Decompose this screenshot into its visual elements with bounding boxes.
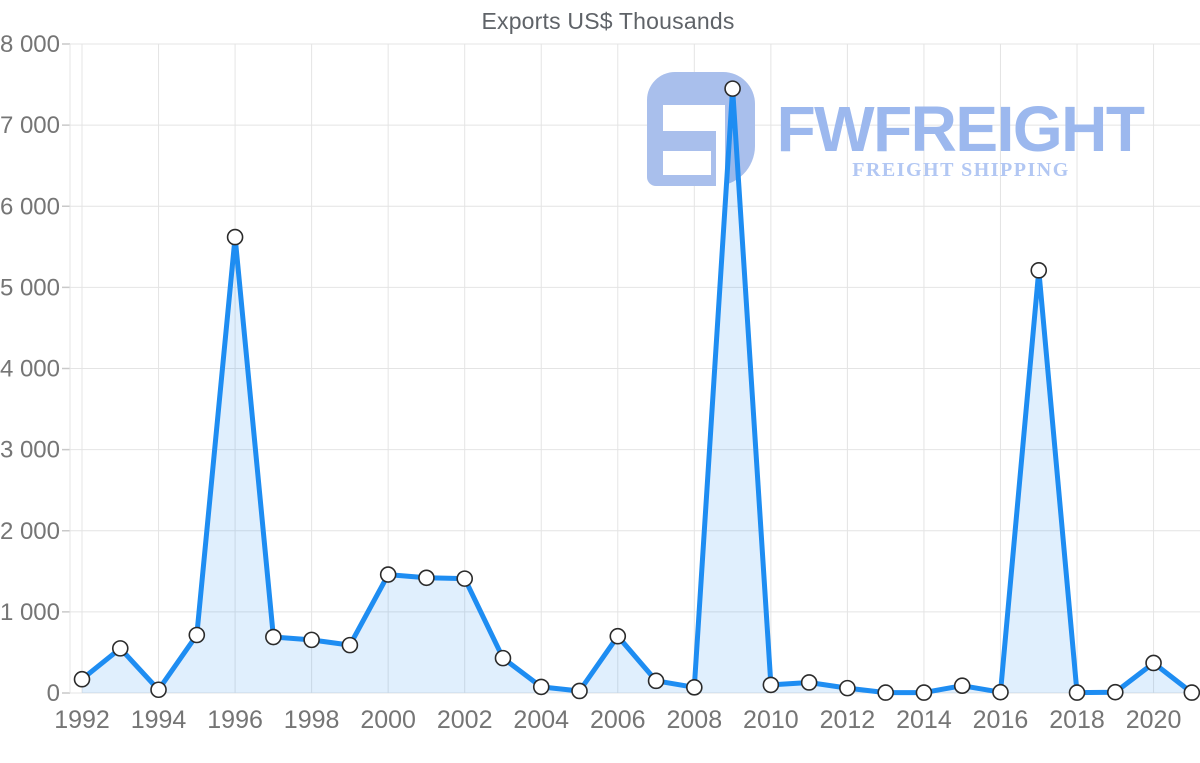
x-axis-label: 1992 [54,706,110,734]
x-axis-label: 1994 [131,706,187,734]
data-point-1996[interactable] [226,228,244,246]
data-point-2013[interactable] [877,684,894,701]
x-axis-label: 2008 [667,706,723,734]
data-point-1994[interactable] [150,681,167,699]
data-point-2018[interactable] [1068,684,1086,701]
data-point-1993[interactable] [111,640,129,657]
logo-cutout-gap [716,105,725,186]
page-title: Exports US$ Thousands [481,8,735,34]
x-axis-label: 1998 [284,706,340,734]
x-axis-label: 1996 [207,706,263,734]
logo-cutout-top [663,105,719,131]
data-point-1997[interactable] [265,628,282,646]
data-point-2008[interactable] [686,679,703,696]
x-axis-label: 2018 [1049,706,1105,734]
x-axis-label: 2004 [513,706,569,734]
y-axis-label: 3 000 [0,437,60,464]
x-axis-label: 2016 [973,706,1029,734]
series-area-fill [82,88,1192,694]
data-point-1992[interactable] [73,670,91,688]
data-point-2014[interactable] [915,684,933,701]
data-series [73,80,1200,701]
logo-cutout-bottom [663,151,711,175]
data-point-2021[interactable] [1183,684,1200,701]
data-point-1998[interactable] [303,631,320,649]
data-point-2012[interactable] [839,679,856,697]
data-point-2001[interactable] [418,569,435,587]
series-line [79,86,1195,696]
data-point-2015[interactable] [953,677,971,694]
data-point-1995[interactable] [188,626,206,644]
x-axis-label: 2010 [743,706,799,734]
data-point-2009[interactable] [724,80,741,97]
x-axis-label: 2020 [1126,706,1182,734]
y-axis-label: 8 000 [0,31,60,58]
y-axis-label: 5 000 [0,274,60,301]
gridlines [62,43,1200,694]
data-point-2006[interactable] [609,627,627,645]
data-point-2005[interactable] [571,682,588,700]
data-point-2004[interactable] [532,678,550,696]
y-axis-label: 2 000 [0,518,60,545]
data-point-2016[interactable] [992,683,1009,701]
data-point-2000[interactable] [379,566,397,583]
x-axis-label: 2000 [360,706,416,734]
data-point-2002[interactable] [456,570,474,587]
y-axis-label: 6 000 [0,193,60,220]
x-axis-label: 2002 [437,706,493,734]
data-point-2011[interactable] [800,674,818,691]
x-axis-label: 2006 [590,706,646,734]
watermark-tagline-text: FREIGHT SHIPPING [852,159,1070,181]
data-point-2017[interactable] [1030,262,1048,279]
data-point-2010[interactable] [762,676,780,694]
axis-labels: 0 1 000 2 000 3 000 4 000 5 000 6 000 7 000 8 00… [0,31,1181,734]
data-point-2003[interactable] [494,649,512,667]
y-axis-label: 0 [47,680,60,707]
data-point-2020[interactable] [1145,654,1162,672]
data-point-1999[interactable] [341,636,359,654]
data-point-2019[interactable] [1106,683,1124,701]
y-axis-label: 1 000 [0,599,60,626]
x-axis-label: 2014 [896,706,952,734]
watermark-brand-text: FWFREIGHT [777,93,1145,165]
data-point-2007[interactable] [647,672,665,690]
watermark: FWFREIGHT FREIGHT SHIPPING [647,72,1146,186]
y-axis-label: 4 000 [0,356,60,383]
x-axis-label: 2012 [820,706,876,734]
y-axis-label: 7 000 [0,112,60,139]
